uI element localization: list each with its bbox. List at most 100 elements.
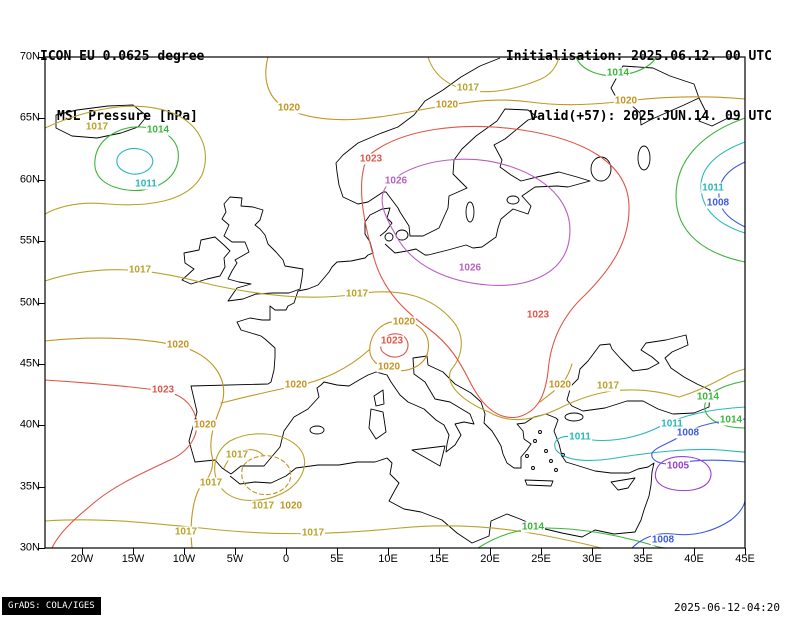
aegean-island — [549, 459, 553, 463]
contour-label: 1023 — [358, 153, 384, 165]
coast-dvina-bay — [698, 97, 746, 127]
isobar-1014 — [94, 126, 179, 192]
contour-label: 1017 — [250, 500, 276, 512]
isobar-1020 — [220, 349, 370, 404]
lon-tick-mark — [642, 548, 644, 555]
lon-tick-mark — [81, 548, 83, 555]
valid-time: Valid(+57): 2025.JUN.14. 09 UTC — [529, 109, 772, 124]
contour-label: 1008 — [705, 197, 731, 209]
lat-tick-label: 40N — [19, 418, 40, 431]
coast-ireland — [181, 236, 231, 285]
isobar-1026 — [381, 158, 571, 286]
isobar-1020 — [241, 455, 292, 496]
coast-corsica — [373, 389, 385, 407]
isobar-1017 — [44, 269, 746, 421]
isobar-1017 — [214, 433, 306, 502]
coast-crete — [524, 479, 554, 487]
coast-britain — [221, 196, 304, 302]
lon-tick-label: 5W — [226, 553, 244, 565]
lon-tick-mark — [183, 548, 185, 555]
lat-tick-mark — [38, 117, 45, 119]
lon-tick-label: 20W — [70, 553, 94, 565]
lat-tick-mark — [38, 424, 45, 426]
lon-tick-mark — [387, 548, 389, 555]
coast-iceland — [55, 104, 148, 139]
isobar-1014 — [477, 527, 667, 549]
lat-tick-mark — [38, 363, 45, 365]
lon-tick-mark — [234, 548, 236, 555]
lat-tick-mark — [38, 56, 45, 58]
lat-tick-mark — [38, 179, 45, 181]
isobar-1011 — [116, 147, 154, 175]
lon-tick-label: 0 — [282, 553, 290, 565]
contour-label: 1014 — [520, 521, 546, 533]
contour-label: 1011 — [134, 178, 158, 190]
isobar-1023 — [380, 333, 409, 358]
isobar-1017 — [44, 519, 602, 549]
lat-tick-label: 45N — [19, 357, 40, 370]
coast-funen — [384, 232, 394, 242]
lat-tick-label: 65N — [19, 111, 40, 124]
isobar-1017 — [427, 56, 560, 93]
contour-label: 1023 — [379, 335, 405, 347]
lat-tick-label: 35N — [19, 480, 40, 493]
lon-tick-mark — [744, 548, 746, 555]
coast-sardinia — [368, 408, 387, 440]
lat-tick-label: 70N — [19, 50, 40, 63]
lon-tick-mark — [336, 548, 338, 555]
lon-tick-mark — [540, 548, 542, 555]
lat-tick-label: 55N — [19, 234, 40, 247]
lat-tick-label: 30N — [19, 541, 40, 554]
contour-label: 1017 — [344, 288, 370, 300]
contour-label: 1017 — [224, 449, 250, 461]
coast-black-sea — [566, 334, 711, 415]
map-frame — [44, 56, 746, 549]
isobar-1020 — [265, 56, 746, 121]
lon-tick-label: 25E — [531, 553, 551, 565]
contour-label: 1020 — [276, 102, 302, 114]
lon-tick-label: 30E — [582, 553, 602, 565]
aegean-island — [544, 449, 548, 453]
lon-tick-mark — [132, 548, 134, 555]
contour-label: 1005 — [665, 460, 691, 472]
aegean-island — [554, 468, 558, 472]
lon-tick-label: 40E — [684, 553, 704, 565]
contour-label: 1011 — [568, 431, 592, 443]
contour-label: 1017 — [455, 82, 481, 94]
isobar-1023 — [360, 125, 630, 418]
lat-tick-mark — [38, 486, 45, 488]
contour-label: 1020 — [547, 379, 573, 391]
lake-ladoga — [590, 156, 612, 182]
contour-label: 1020 — [391, 316, 417, 328]
isobar-1014 — [704, 380, 746, 429]
contour-label: 1017 — [173, 526, 199, 538]
coast-sicily — [411, 445, 446, 467]
isobar-1011 — [700, 141, 746, 234]
lat-tick-mark — [38, 302, 45, 304]
coast-mallorca — [309, 425, 325, 435]
aegean-island — [525, 454, 529, 458]
lat-tick-mark — [38, 240, 45, 242]
contour-label: 1020 — [376, 361, 402, 373]
lon-tick-label: 35E — [633, 553, 653, 565]
lon-tick-label: 15E — [429, 553, 449, 565]
isobar-1014 — [675, 117, 746, 263]
isobar-1020 — [44, 337, 225, 549]
contour-label: 1008 — [675, 427, 701, 439]
contour-label: 1017 — [84, 121, 110, 133]
lat-tick-label: 50N — [19, 296, 40, 309]
render-timestamp: 2025-06-12-04:20 — [674, 601, 780, 614]
coast-cyprus — [610, 477, 636, 491]
contour-label: 1020 — [283, 379, 309, 391]
coast-gotland — [465, 201, 475, 223]
aegean-island — [533, 439, 537, 443]
lat-tick-mark — [38, 547, 45, 549]
lon-tick-label: 10E — [378, 553, 398, 565]
coast-south-europe-africa — [229, 355, 655, 544]
contour-label: 1023 — [150, 384, 176, 396]
lon-tick-label: 15W — [121, 553, 145, 565]
field-title: MSL Pressure [hPa] — [57, 109, 198, 124]
lon-tick-mark — [438, 548, 440, 555]
